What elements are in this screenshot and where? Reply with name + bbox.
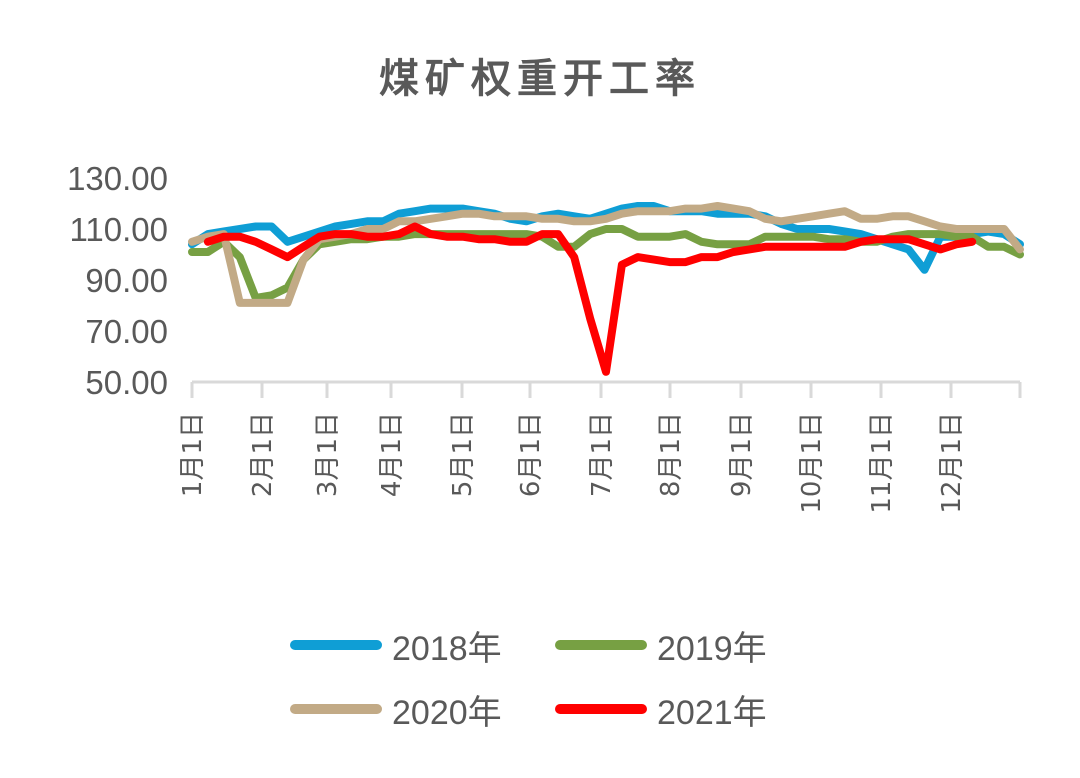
x-axis: 1月1日 2月1日 3月1日 4月1日 5月1日 6月1日 7月1日 8月1日 9月1日 10月1…: [178, 380, 1022, 514]
x-tick-label: 3月1日: [313, 412, 343, 497]
series-line-2020: [188, 202, 1024, 307]
legend-swatch-2020: [290, 704, 382, 714]
x-tick-label: 2月1日: [248, 412, 278, 497]
y-axis: 130.00 110.00 90.00 70.00 50.00: [67, 160, 168, 401]
y-tick-label: 90.00: [85, 262, 168, 299]
legend-label-2020: 2020年: [392, 693, 502, 732]
x-tick-label: 7月1日: [587, 412, 617, 497]
x-tick-label: 9月1日: [727, 412, 757, 497]
chart-title: 煤矿权重开工率: [379, 56, 701, 102]
y-tick-label: 50.00: [85, 364, 168, 401]
legend-item-2021: 2021年: [555, 684, 767, 734]
x-tick-label: 4月1日: [377, 412, 407, 497]
legend-label-2018: 2018年: [392, 629, 502, 668]
x-tick-label: 11月1日: [867, 412, 897, 514]
series-line-2021: [203, 222, 977, 376]
series-group: [188, 202, 1024, 376]
legend-swatch-2019: [555, 640, 647, 650]
x-tick-label: 1月1日: [178, 412, 208, 497]
legend-swatch-2018: [290, 640, 382, 650]
y-tick-label: 130.00: [67, 160, 168, 197]
legend-item-2018: 2018年: [290, 620, 502, 670]
y-tick-label: 70.00: [85, 313, 168, 350]
x-tick-label: 5月1日: [448, 412, 478, 497]
x-tick-label: 10月1日: [797, 412, 827, 514]
line-chart-plot: 130.00 110.00 90.00 70.00 50.00 1月1日 2月1日 3月1日…: [67, 160, 1024, 514]
legend-swatch-2021: [555, 704, 647, 714]
legend-label-2021: 2021年: [657, 693, 767, 732]
y-tick-label: 110.00: [70, 211, 168, 248]
x-tick-label: 6月1日: [516, 412, 546, 497]
x-tick-label: 12月1日: [937, 412, 967, 514]
x-tick-label: 8月1日: [656, 412, 686, 497]
legend-label-2019: 2019年: [657, 629, 767, 668]
legend-item-2019: 2019年: [555, 620, 767, 670]
legend-item-2020: 2020年: [290, 684, 502, 734]
